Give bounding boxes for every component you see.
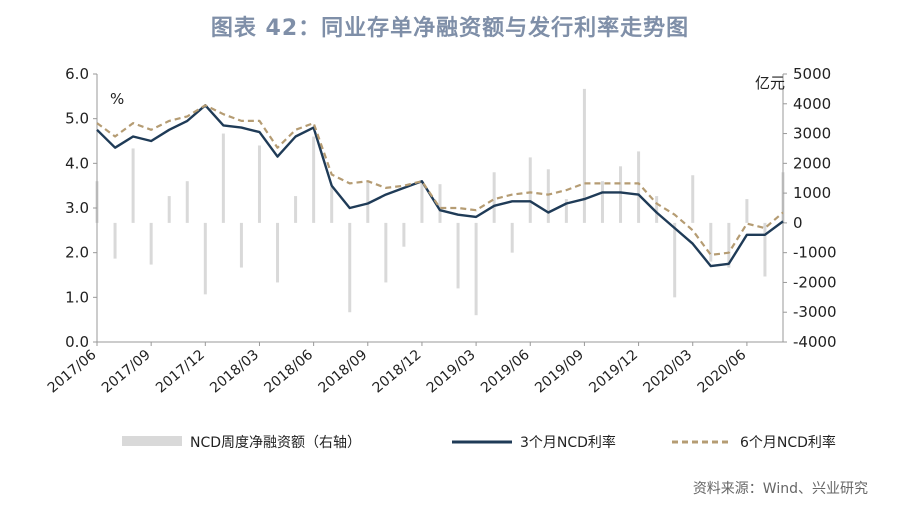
bar bbox=[438, 184, 442, 223]
bar bbox=[528, 157, 532, 223]
series-6m-line bbox=[96, 104, 784, 256]
bar bbox=[673, 222, 677, 298]
bar bbox=[420, 181, 424, 223]
y-left-tick-label: 5.0 bbox=[65, 110, 89, 128]
y-left-tick-label: 6.0 bbox=[65, 65, 89, 83]
bar bbox=[312, 136, 316, 223]
bar bbox=[474, 222, 478, 316]
bar bbox=[619, 166, 623, 223]
legend-6m-label: 6个月NCD利率 bbox=[740, 434, 836, 451]
x-tick-label: 2019/03 bbox=[424, 347, 479, 397]
bar bbox=[456, 222, 460, 289]
y-right-tick-label: -1000 bbox=[793, 244, 837, 262]
bar bbox=[185, 181, 189, 223]
y-left-tick-label: 4.0 bbox=[65, 154, 89, 172]
y-right-tick-label: -3000 bbox=[793, 303, 837, 321]
bar bbox=[113, 222, 117, 259]
y-right-tick-label: 2000 bbox=[793, 154, 831, 172]
x-tick-label: 2018/12 bbox=[370, 347, 425, 397]
bar bbox=[348, 222, 352, 313]
bar bbox=[257, 145, 261, 223]
y-right-tick-label: -4000 bbox=[793, 333, 837, 351]
x-tick-label: 2017/06 bbox=[45, 347, 100, 397]
x-tick-label: 2019/12 bbox=[586, 347, 641, 397]
bar bbox=[330, 187, 334, 223]
y-left-tick-label: 1.0 bbox=[65, 288, 89, 306]
bar bbox=[402, 222, 406, 247]
y-right-tick-label: 4000 bbox=[793, 95, 831, 113]
bar bbox=[709, 222, 713, 262]
y-left-tick-label: 3.0 bbox=[65, 199, 89, 217]
lines-layer bbox=[96, 104, 784, 268]
bar bbox=[276, 222, 280, 283]
axes-layer: 0.0 1.0 2.0 3.0 4.0 5.0 6.0 -4000 -3000 -2000 -100… bbox=[45, 65, 837, 396]
x-tick-label: 2018/03 bbox=[207, 347, 262, 397]
bar bbox=[384, 222, 388, 283]
x-tick-label: 2020/03 bbox=[640, 347, 695, 397]
x-tick-label: 2017/12 bbox=[153, 347, 208, 397]
bar bbox=[203, 222, 207, 295]
bar bbox=[655, 196, 659, 223]
chart-title: 图表 42：同业存单净融资额与发行利率走势图 bbox=[210, 16, 690, 41]
y-left-tick-label: 2.0 bbox=[65, 244, 89, 262]
bar bbox=[294, 196, 298, 223]
bar bbox=[366, 181, 370, 223]
bar bbox=[131, 148, 135, 223]
x-tick-label: 2019/06 bbox=[478, 347, 533, 397]
y-right-tick-label: 0 bbox=[793, 214, 803, 232]
bar bbox=[745, 199, 749, 223]
legend-bar-label: NCD周度净融资额（右轴） bbox=[190, 435, 361, 451]
bar bbox=[600, 181, 604, 223]
x-tick-label: 2018/06 bbox=[261, 347, 316, 397]
bar bbox=[727, 222, 731, 268]
bar bbox=[564, 199, 568, 223]
bar bbox=[691, 175, 695, 223]
y-right-tick-label: -2000 bbox=[793, 273, 837, 291]
source-note: 资料来源：Wind、兴业研究 bbox=[692, 481, 868, 497]
x-tick-label: 2019/09 bbox=[532, 347, 587, 397]
y-right-tick-label: 5000 bbox=[793, 65, 831, 83]
y-axis-left-label: % bbox=[110, 90, 124, 108]
bars-layer bbox=[95, 88, 785, 316]
x-tick-label: 2017/09 bbox=[99, 347, 154, 397]
bar bbox=[239, 222, 243, 268]
bar bbox=[510, 222, 514, 253]
bar bbox=[221, 133, 225, 223]
x-tick-label: 2018/09 bbox=[316, 347, 371, 397]
y-axis-right-label: 亿元 bbox=[755, 74, 785, 92]
series-3m-line bbox=[96, 104, 784, 268]
y-left-tick-label: 0.0 bbox=[65, 333, 89, 351]
bar bbox=[149, 222, 153, 265]
bar bbox=[637, 151, 641, 223]
bar bbox=[167, 196, 171, 223]
legend-bar-swatch bbox=[122, 436, 182, 446]
legend: NCD周度净融资额（右轴） 3个月NCD利率 6个月NCD利率 bbox=[122, 434, 836, 451]
legend-3m-label: 3个月NCD利率 bbox=[520, 434, 616, 451]
y-right-tick-label: 1000 bbox=[793, 184, 831, 202]
bar bbox=[492, 172, 496, 223]
x-tick-label: 2020/06 bbox=[695, 347, 750, 397]
bar bbox=[546, 169, 550, 223]
y-right-tick-label: 3000 bbox=[793, 125, 831, 143]
bar bbox=[582, 88, 586, 223]
bar bbox=[763, 222, 767, 277]
